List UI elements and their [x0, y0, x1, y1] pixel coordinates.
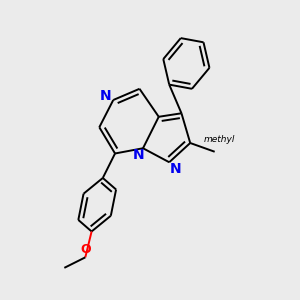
Text: N: N [133, 148, 145, 161]
Text: methyl: methyl [203, 135, 235, 144]
Text: N: N [100, 89, 111, 103]
Text: N: N [170, 161, 181, 176]
Text: O: O [80, 243, 91, 256]
